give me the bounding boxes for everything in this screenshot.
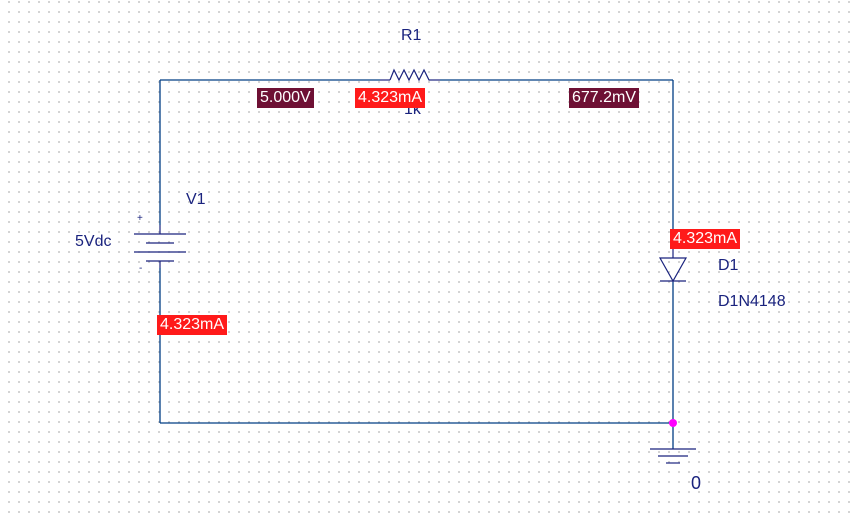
- v1-minus-mark: -: [139, 263, 143, 274]
- d1-value-label[interactable]: D1N4148: [718, 293, 786, 310]
- v1-ref-label[interactable]: V1: [186, 191, 206, 208]
- resistor-icon[interactable]: [380, 68, 440, 82]
- wire-network[interactable]: [159, 79, 674, 449]
- d1-ref-label[interactable]: D1: [718, 257, 739, 274]
- v1-value-label[interactable]: 5Vdc: [75, 233, 112, 250]
- dc-voltage-source-icon[interactable]: [134, 225, 186, 268]
- voltage-marker-top-left[interactable]: 5.000V: [257, 88, 314, 108]
- junction-dot: [669, 419, 677, 427]
- current-marker-d1[interactable]: 4.323mA: [670, 229, 741, 249]
- r1-ref-label[interactable]: R1: [401, 27, 422, 44]
- v1-plus-mark: +: [137, 213, 143, 224]
- ground-icon[interactable]: [650, 448, 696, 464]
- current-marker-r1[interactable]: 4.323mA: [355, 88, 426, 108]
- ground-node-label[interactable]: 0: [691, 473, 702, 493]
- voltage-marker-top-right[interactable]: 677.2mV: [569, 88, 640, 108]
- current-marker-v1[interactable]: 4.323mA: [157, 315, 228, 335]
